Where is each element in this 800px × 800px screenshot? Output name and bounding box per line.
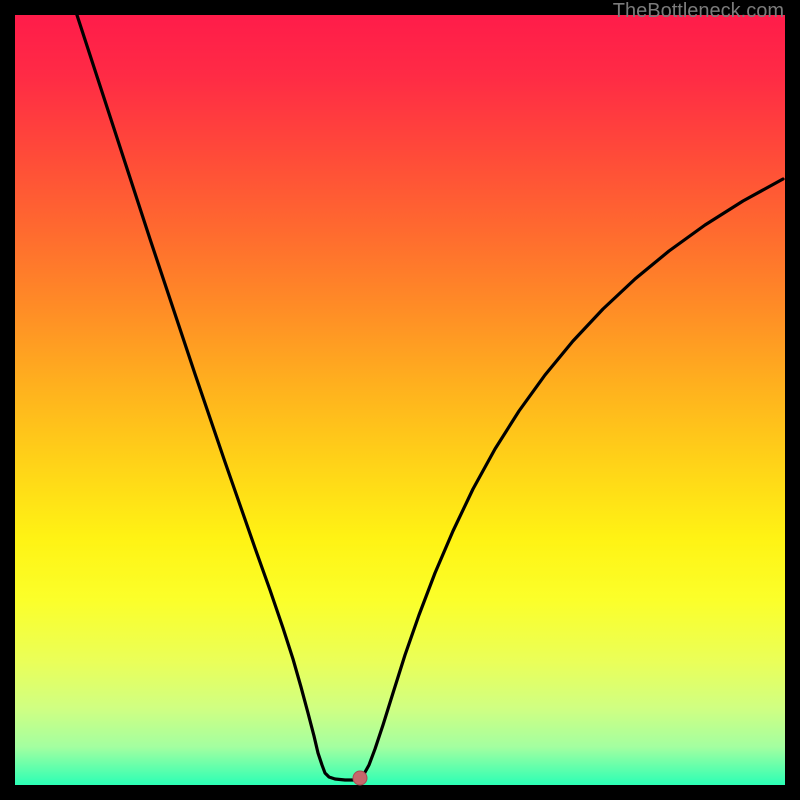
vertex-marker	[353, 771, 367, 785]
chart-overlay	[15, 15, 785, 785]
curve-bottleneck	[75, 9, 783, 780]
watermark-text: TheBottleneck.com	[613, 0, 784, 23]
outer-frame: TheBottleneck.com	[0, 0, 800, 800]
